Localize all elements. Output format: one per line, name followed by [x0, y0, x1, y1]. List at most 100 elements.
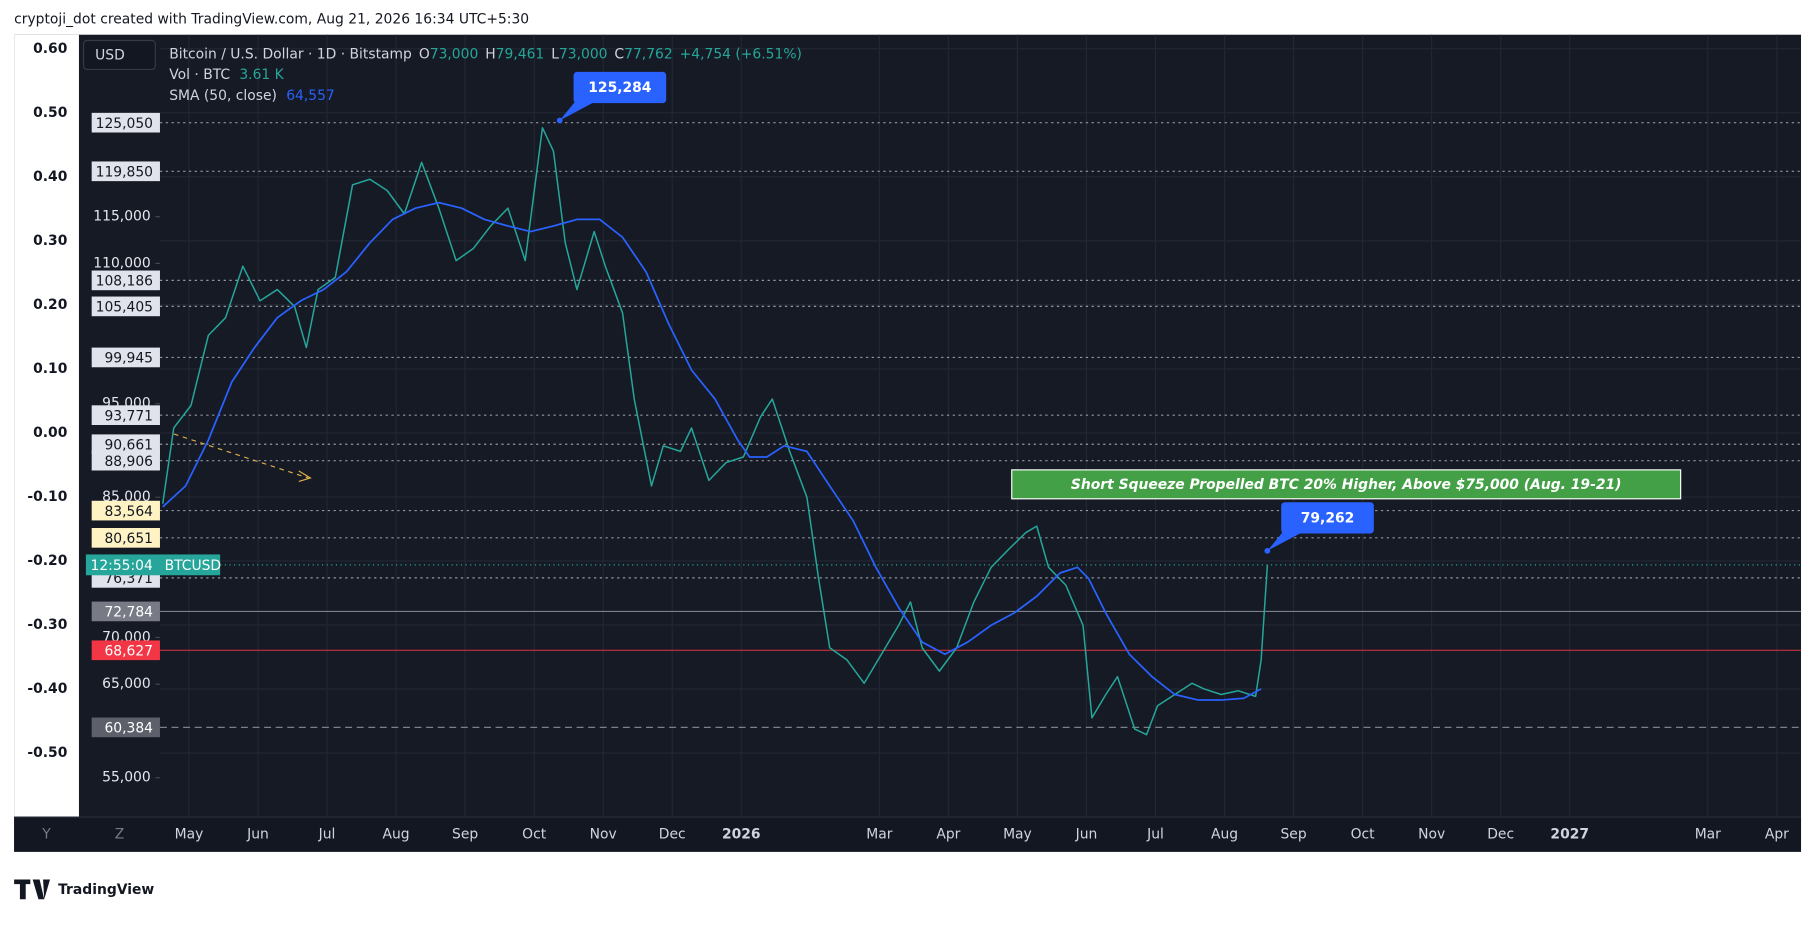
level-box — [91, 528, 160, 548]
x-tick-label: Dec — [1487, 826, 1514, 842]
level-label: 88,906 — [104, 454, 153, 470]
legend-sma: SMA (50, close) 64,557 — [169, 88, 335, 104]
level-label: 119,850 — [96, 164, 153, 180]
y2-tick-label: 0.40 — [33, 169, 67, 185]
symbol-name: Bitcoin / U.S. Dollar · 1D · Bitstamp — [169, 46, 412, 62]
level-box — [91, 112, 160, 133]
y2-tick-label: -0.20 — [27, 553, 67, 569]
change: +4,754 (+6.51%) — [680, 46, 802, 62]
level-label: 99,945 — [104, 351, 153, 367]
y-tick-label: 65,000 — [102, 676, 151, 692]
last-price-box — [85, 554, 221, 576]
x-tick-label: 2027 — [1550, 826, 1589, 842]
arrow-head — [298, 470, 312, 482]
series-line — [161, 127, 1269, 736]
sma-label: SMA (50, close) — [169, 88, 277, 104]
axis-button-y[interactable]: Y — [41, 826, 51, 842]
level-label: 83,564 — [104, 504, 153, 520]
x-tick-label: Sep — [452, 826, 478, 842]
callout-box — [573, 71, 667, 104]
x-tick-label: Nov — [590, 826, 617, 842]
h-val: 79,461 — [496, 46, 545, 62]
legend-volume: Vol · BTC 3.61 K — [169, 67, 284, 83]
level-label: 60,384 — [104, 721, 153, 737]
x-tick-label: Mar — [866, 826, 892, 842]
x-tick-label: May — [175, 826, 204, 842]
legend-ohlc: Bitcoin / U.S. Dollar · 1D · Bitstamp O73… — [169, 46, 802, 62]
level-box — [91, 450, 160, 471]
y2-tick-label: 0.60 — [33, 41, 67, 57]
vol-label: Vol · BTC — [169, 67, 230, 83]
sma-value: 64,557 — [286, 88, 335, 104]
o-key: O — [419, 46, 430, 62]
series-line — [162, 201, 1262, 701]
callout-label: 125,284 — [588, 80, 652, 96]
l-key: L — [551, 46, 559, 62]
y2-tick-label: 0.10 — [33, 361, 67, 377]
y2-tick-label: -0.30 — [27, 617, 67, 633]
level-label: 90,661 — [104, 437, 153, 453]
last-price-symbol: BTCUSD — [165, 558, 222, 574]
vol-value: 3.61 K — [239, 67, 284, 83]
x-tick-label: Apr — [936, 826, 960, 842]
axis-button-z[interactable]: Z — [115, 826, 125, 842]
x-tick-label: Jul — [318, 826, 336, 842]
y2-tick-label: 0.30 — [33, 233, 67, 249]
time-axis-bg — [14, 817, 1802, 852]
level-box — [91, 270, 160, 291]
y-tick-label: 115,000 — [93, 209, 150, 225]
logo-mark — [14, 879, 51, 900]
percent-axis-bg — [14, 34, 79, 818]
c-key: C — [614, 46, 624, 62]
level-label: 108,186 — [96, 274, 153, 290]
callout-label: 79,262 — [1301, 510, 1355, 526]
level-label: 93,771 — [104, 408, 153, 424]
x-tick-label: Jun — [1075, 826, 1098, 842]
header: cryptoji_dot created with TradingView.co… — [14, 12, 529, 28]
annotation: Short Squeeze Propelled BTC 20% Higher, … — [1071, 477, 1622, 493]
x-tick-label: Mar — [1695, 826, 1721, 842]
x-tick-label: Aug — [383, 826, 410, 842]
y2-tick-label: 0.00 — [33, 425, 67, 441]
level-box — [91, 717, 160, 738]
level-label: 105,405 — [96, 300, 153, 316]
level-label: 80,651 — [104, 531, 153, 547]
o-val: 73,000 — [430, 46, 479, 62]
x-tick-label: Oct — [522, 826, 547, 842]
level-box — [91, 500, 160, 521]
y-tick-label: 55,000 — [102, 770, 151, 786]
l-val: 73,000 — [559, 46, 608, 62]
x-tick-label: May — [1003, 826, 1032, 842]
y2-tick-label: -0.50 — [27, 745, 67, 761]
x-tick-label: Jul — [1146, 826, 1164, 842]
level-box — [91, 347, 160, 368]
currency-label: USD — [95, 48, 125, 64]
level-label: 68,627 — [104, 643, 153, 659]
x-tick-label: Apr — [1765, 826, 1789, 842]
x-tick-label: Oct — [1351, 826, 1376, 842]
level-label: 72,784 — [104, 605, 153, 621]
x-tick-label: Sep — [1281, 826, 1307, 842]
annotation-box — [1011, 469, 1682, 500]
currency-button[interactable] — [83, 39, 156, 71]
chart-panel — [14, 34, 1802, 852]
level-box — [91, 434, 160, 455]
c-val: 77,762 — [624, 46, 673, 62]
x-tick-label: Jun — [246, 826, 269, 842]
level-box — [91, 601, 160, 622]
x-tick-label: 2026 — [722, 826, 761, 842]
y2-tick-label: 0.50 — [33, 105, 67, 121]
y2-tick-label: 0.20 — [33, 297, 67, 313]
x-tick-label: Nov — [1418, 826, 1445, 842]
h-key: H — [485, 46, 495, 62]
callout-box — [1281, 502, 1374, 534]
y2-tick-label: -0.40 — [27, 681, 67, 697]
level-box — [91, 640, 160, 661]
y-tick-label: 110,000 — [93, 255, 150, 271]
level-box — [91, 161, 160, 182]
x-tick-label: Dec — [659, 826, 686, 842]
level-label: 125,050 — [96, 116, 153, 132]
countdown: 12:55:04 — [91, 558, 153, 574]
x-tick-label: Aug — [1211, 826, 1238, 842]
